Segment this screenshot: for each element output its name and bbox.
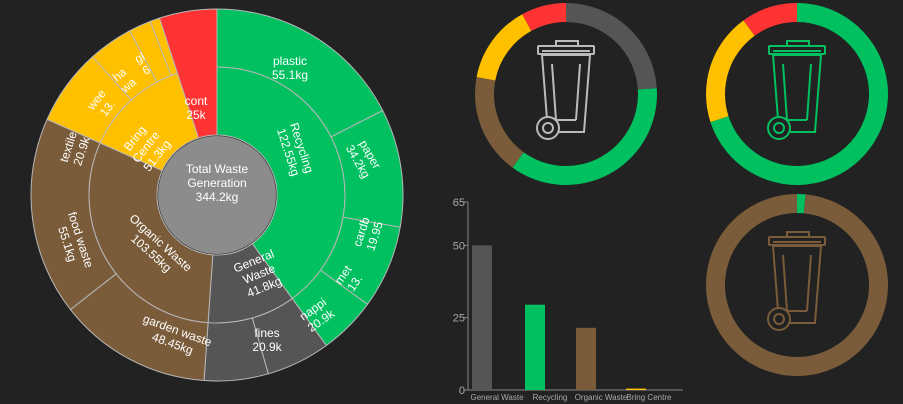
bar-recycling[interactable] (525, 304, 545, 390)
wheelie-bin-icon (536, 40, 595, 140)
sunburst-label-line: cont (185, 94, 208, 108)
y-tick-label: 0 (459, 385, 465, 397)
donut-slice[interactable] (797, 194, 806, 214)
donut-chart-general-waste (474, 3, 657, 185)
sunburst-label: Total Waste Generation 344.2kg (186, 162, 249, 204)
donut-chart-organic-waste (706, 194, 889, 376)
sunburst-label: plastic 55.1kg (272, 54, 308, 82)
donut-slice[interactable] (512, 88, 657, 185)
sunburst-segment-contamination[interactable] (158, 8, 218, 139)
x-tick-label: Recycling (533, 393, 568, 402)
sunburst-label-line: 344.2kg (196, 190, 239, 204)
sunburst-label-line: Total Waste (186, 162, 249, 176)
donut-chart-recycling (705, 3, 889, 185)
x-tick-label: Organic Waste (575, 393, 628, 402)
wheelie-bin-icon (767, 231, 826, 331)
sunburst-label-line: 55.1kg (272, 68, 308, 82)
sunburst-label-line: fines (254, 326, 279, 340)
sunburst-label-line: 25k (186, 108, 206, 122)
y-tick-label: 50 (453, 240, 465, 252)
sunburst-label: cont 25k (185, 94, 208, 122)
bar-bring-centre[interactable] (626, 388, 646, 390)
wheelie-bin-icon (767, 40, 826, 140)
donut-slice[interactable] (705, 20, 755, 123)
sunburst-label-line: Generation (187, 176, 246, 190)
sunburst-chart (30, 8, 404, 382)
donut-slice[interactable] (474, 76, 524, 168)
donut-slice[interactable] (706, 194, 889, 376)
donut-slice[interactable] (476, 14, 532, 81)
y-tick-label: 65 (453, 197, 465, 209)
bar-organic-waste[interactable] (576, 327, 596, 390)
bar-general-waste[interactable] (472, 245, 492, 390)
sunburst-label: fines 20.9k (252, 326, 282, 354)
bar-chart: 0 25 50 65 General Waste Recycling Organic Was… (453, 197, 683, 402)
donut-slice[interactable] (566, 3, 657, 90)
x-tick-label: General Waste (470, 393, 524, 402)
sunburst-label-line: 20.9k (252, 340, 282, 354)
sunburst-label-line: plastic (273, 54, 307, 68)
donut-slice[interactable] (522, 3, 566, 31)
donut-slice[interactable] (743, 3, 797, 36)
x-tick-label: Bring Centre (627, 393, 672, 402)
sunburst-center[interactable] (158, 136, 276, 254)
y-tick-label: 25 (453, 313, 465, 325)
